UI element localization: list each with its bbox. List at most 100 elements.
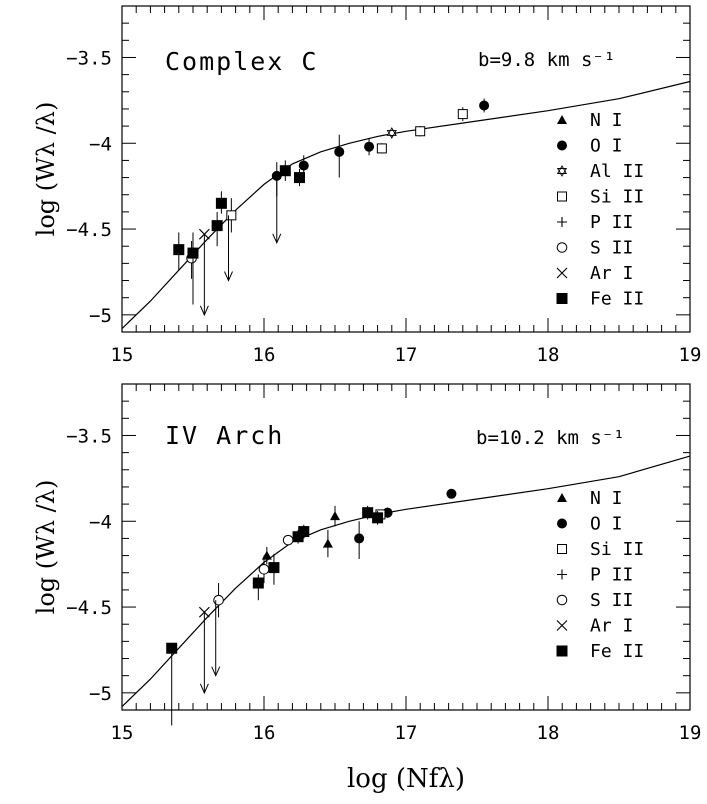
legend-marker-p-ii xyxy=(557,217,567,227)
legend-marker-al-ii xyxy=(556,165,568,174)
legend-marker-ar-i xyxy=(556,620,568,631)
tick-marks xyxy=(121,5,691,333)
y-tick-labels: −3.5 −4 −4.5 −5 xyxy=(66,47,112,326)
y-tick-label: −4 xyxy=(89,511,112,533)
data-point-fe-ii xyxy=(252,577,264,589)
data-point-o-i xyxy=(354,533,365,544)
panel-complex-c: Complex C b=9.8 km s⁻¹ −3.5 −4 −4.5 −5 15 16… xyxy=(66,5,702,366)
legend-marker-n-i xyxy=(557,493,567,502)
legend-marker-o-i xyxy=(557,518,567,529)
legend-marker-ar-i xyxy=(556,267,568,279)
data-point-fe-ii xyxy=(372,512,384,524)
data-point-o-i xyxy=(298,160,309,171)
data-point-si-ii xyxy=(376,143,387,154)
x-axis-label: log (Nfλ) xyxy=(347,764,465,794)
legend: N I O I Al II Si II P II S II Ar I Fe II xyxy=(556,110,644,310)
legend-label: N I xyxy=(590,488,623,509)
x-tick-label: 18 xyxy=(537,722,560,744)
legend-marker-o-i xyxy=(557,140,567,151)
legend-marker-s-ii xyxy=(556,242,568,253)
legend-label: S II xyxy=(590,590,633,611)
data-point-al-ii xyxy=(386,127,397,136)
curve-of-growth-line xyxy=(121,455,691,708)
legend-marker-al-ii xyxy=(556,168,568,177)
legend-label: Fe II xyxy=(590,289,644,310)
data-point-fe-ii xyxy=(292,531,304,543)
legend-label: Fe II xyxy=(590,641,644,662)
y-tick-label: −4.5 xyxy=(66,597,112,619)
legend-label: O I xyxy=(590,514,623,535)
data-marks xyxy=(121,455,691,726)
legend: N I O I Si II P II S II Ar I Fe II xyxy=(556,488,644,662)
data-point-s-ii xyxy=(213,594,224,606)
upper-limit-arrow-s-ii-upper-limit xyxy=(211,666,221,677)
panel-iv-arch: IV Arch b=10.2 km s⁻¹ −3.5−4−4.5−5 15 16 1… xyxy=(66,383,702,744)
data-point-s-ii xyxy=(282,534,294,546)
data-point-fe-ii xyxy=(166,642,178,654)
legend-label: S II xyxy=(590,238,633,259)
upper-limit-arrow-o-i-upper-limit xyxy=(272,233,282,245)
upper-limit-arrow-si-ii-upper-limit xyxy=(224,271,233,282)
data-point-si-ii xyxy=(457,109,468,120)
data-point-n-i xyxy=(261,550,272,560)
legend-marker-s-ii xyxy=(556,594,568,606)
data-point-o-i xyxy=(334,146,345,157)
y-tick-label: −3.5 xyxy=(66,425,112,447)
tick-marks xyxy=(121,383,691,711)
panel-annotation: b=10.2 km s⁻¹ xyxy=(476,427,625,449)
data-point-fe-ii xyxy=(298,526,310,538)
legend-marker-si-ii xyxy=(557,191,567,202)
data-point-n-i xyxy=(322,538,333,548)
upper-limit-arrow-ar-i xyxy=(199,305,209,317)
legend-label: P II xyxy=(590,212,633,233)
legend-label: Al II xyxy=(590,161,644,182)
data-point-si-ii xyxy=(415,126,426,137)
data-point-o-i xyxy=(446,488,457,499)
y-axis-label-bottom: log (Wλ /λ) xyxy=(32,480,60,615)
x-tick-label: 15 xyxy=(111,344,134,366)
data-point-s-ii xyxy=(258,564,270,575)
legend-marker-si-ii xyxy=(557,544,567,554)
data-point-si-ii xyxy=(226,210,237,221)
x-tick-labels: 15 16 17 18 19 xyxy=(111,722,702,744)
data-point-fe-ii xyxy=(362,507,374,519)
legend-label: O I xyxy=(590,136,623,157)
legend-label: N I xyxy=(590,110,623,131)
panel-title: Complex C xyxy=(165,47,318,76)
data-marks xyxy=(121,80,691,330)
x-tick-labels: 15 16 17 18 19 xyxy=(111,344,702,366)
x-tick-label: 19 xyxy=(679,344,702,366)
legend-marker-n-i xyxy=(557,115,567,124)
data-point-o-i xyxy=(364,141,375,152)
x-tick-label: 16 xyxy=(253,344,276,366)
y-tick-label: −5 xyxy=(89,683,112,705)
y-tick-labels: −3.5 −4 −4.5 −5 xyxy=(66,425,112,704)
panel-annotation: b=9.8 km s⁻¹ xyxy=(478,49,615,71)
legend-marker-fe-ii xyxy=(556,645,568,657)
data-point-al-ii xyxy=(386,130,397,139)
panel-title: IV Arch xyxy=(165,421,284,450)
x-tick-label: 16 xyxy=(253,722,276,744)
x-tick-label: 19 xyxy=(679,722,702,744)
data-point-fe-ii xyxy=(279,165,291,177)
legend-label: Si II xyxy=(590,539,644,560)
y-tick-label: −4.5 xyxy=(66,219,112,241)
legend-label: P II xyxy=(590,565,633,586)
x-tick-label: 15 xyxy=(111,722,134,744)
y-tick-label: −5 xyxy=(89,305,112,327)
legend-label: Ar I xyxy=(590,263,633,284)
y-tick-label: −4 xyxy=(89,133,112,155)
y-tick-label: −3.5 xyxy=(66,47,112,69)
legend-label: Si II xyxy=(590,187,644,208)
data-point-fe-ii xyxy=(211,220,223,232)
legend-label: Ar I xyxy=(590,616,633,637)
upper-limit-arrow-ar-i xyxy=(199,683,209,695)
x-tick-label: 17 xyxy=(395,344,418,366)
x-tick-label: 18 xyxy=(537,344,560,366)
x-tick-label: 17 xyxy=(395,722,418,744)
data-point-fe-ii xyxy=(268,562,280,574)
data-point-fe-ii xyxy=(173,244,185,256)
data-point-n-i xyxy=(330,511,340,521)
y-axis-label-top: log (Wλ /λ) xyxy=(32,102,60,237)
